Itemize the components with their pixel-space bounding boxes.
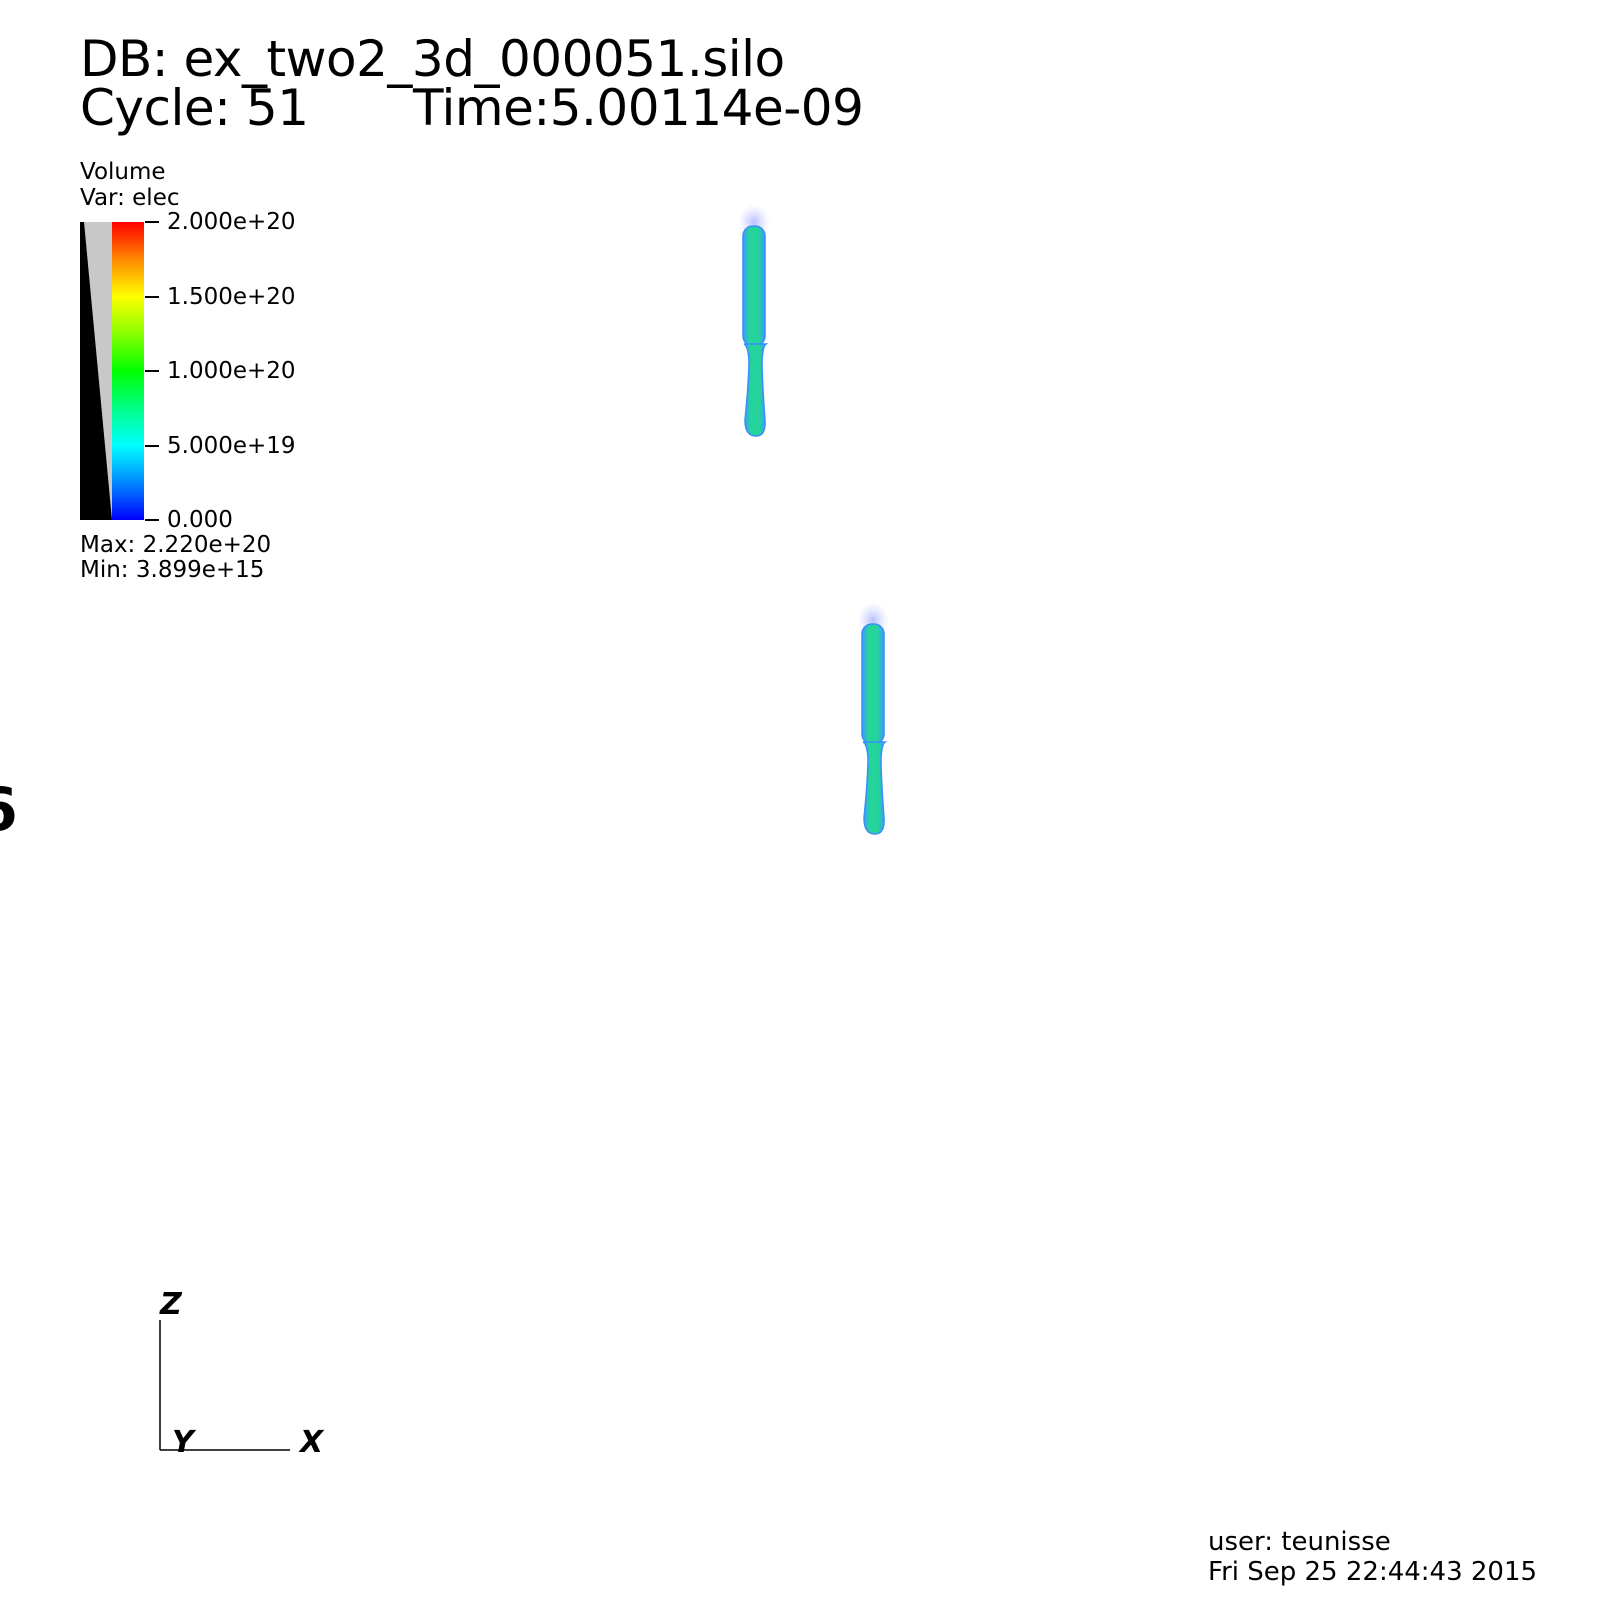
color-ramp xyxy=(112,222,144,520)
timestamp-label: Fri Sep 25 22:44:43 2015 xyxy=(1208,1557,1538,1587)
axis-triad xyxy=(159,1320,290,1451)
legend-variable: Var: elec xyxy=(80,185,180,211)
z-axis-label: Z xyxy=(160,1287,182,1322)
legend-tick-mark xyxy=(145,296,159,298)
y-axis-label: Y xyxy=(172,1425,194,1460)
opacity-ramp xyxy=(80,222,112,520)
legend-tick-mark xyxy=(145,519,159,521)
legend-tick-label: 1.500e+20 xyxy=(167,284,296,310)
cycle-label: Cycle: 51 xyxy=(80,79,309,137)
legend-min: Min: 3.899e+15 xyxy=(80,557,265,583)
legend-tick-label: 0.000 xyxy=(167,507,233,533)
time-label: Time:5.00114e-09 xyxy=(413,79,864,137)
legend-max: Max: 2.220e+20 xyxy=(80,532,272,558)
x-axis-label: X xyxy=(300,1425,324,1460)
legend-colorbar xyxy=(80,222,144,520)
legend-tick-label: 5.000e+19 xyxy=(167,433,296,459)
streamer-lower xyxy=(857,602,889,835)
database-name: DB: ex_two2_3d_000051.silo xyxy=(80,30,785,88)
legend-tick-mark xyxy=(145,445,159,447)
user-label: user: teunisse xyxy=(1208,1527,1391,1557)
legend-tick-mark xyxy=(145,370,159,372)
streamer-upper xyxy=(738,204,770,437)
clipped-glyph: 6 xyxy=(0,780,18,840)
legend-tick-label: 2.000e+20 xyxy=(167,209,296,235)
legend-tick-label: 1.000e+20 xyxy=(167,358,296,384)
legend-tick-mark xyxy=(145,221,159,223)
legend-plot-type: Volume xyxy=(80,159,166,185)
